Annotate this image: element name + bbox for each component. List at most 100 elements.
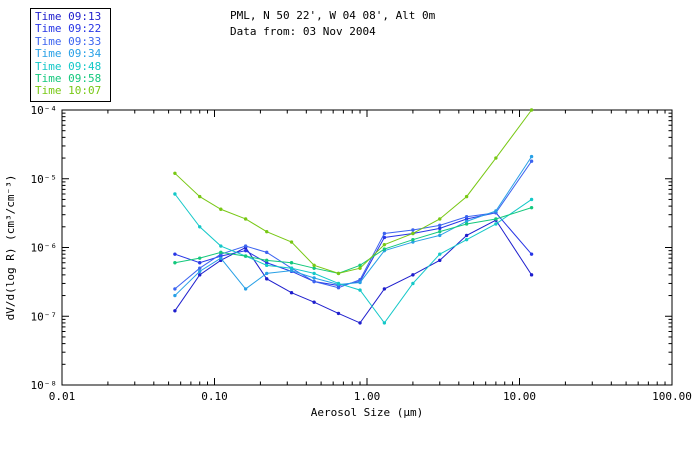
data-point bbox=[198, 266, 202, 270]
x-axis-label: Aerosol Size (μm) bbox=[311, 406, 424, 419]
data-point bbox=[411, 228, 415, 232]
data-point bbox=[358, 263, 362, 268]
data-point bbox=[494, 209, 498, 213]
y-tick-label: 10⁻⁶ bbox=[31, 242, 58, 255]
data-point bbox=[265, 271, 269, 276]
data-point bbox=[289, 261, 294, 265]
data-point bbox=[438, 252, 442, 256]
data-point bbox=[219, 244, 223, 248]
data-point bbox=[312, 266, 316, 270]
legend-item: Time 09:33 bbox=[35, 34, 102, 48]
series-line bbox=[174, 193, 532, 324]
data-point bbox=[382, 235, 387, 240]
data-point bbox=[464, 219, 469, 224]
data-point bbox=[173, 252, 177, 256]
x-tick-label: 0.01 bbox=[49, 390, 76, 403]
data-point bbox=[289, 291, 294, 295]
data-point bbox=[243, 244, 248, 248]
data-point bbox=[438, 258, 442, 263]
legend-item: Time 09:22 bbox=[35, 22, 102, 36]
legend: Time 09:13 Time 09:22 Time 09:33 Time 09:34… bbox=[30, 8, 112, 102]
data-point bbox=[529, 154, 534, 159]
data-point bbox=[464, 194, 469, 199]
data-point bbox=[438, 229, 442, 234]
data-point bbox=[382, 247, 387, 251]
data-point bbox=[529, 205, 534, 210]
data-point bbox=[198, 225, 202, 229]
data-point bbox=[358, 280, 362, 285]
data-point bbox=[219, 256, 223, 260]
y-axis-label: dV/d(log R) (cm³/cm⁻³) bbox=[4, 175, 17, 321]
data-point bbox=[243, 248, 248, 253]
data-point bbox=[529, 159, 534, 163]
data-point bbox=[438, 226, 442, 231]
data-point bbox=[243, 287, 248, 291]
data-point bbox=[464, 237, 469, 242]
data-point bbox=[529, 273, 534, 277]
legend-item: Time 09:34 bbox=[35, 47, 102, 61]
data-point bbox=[198, 261, 202, 265]
data-point bbox=[438, 223, 442, 228]
data-point bbox=[494, 217, 498, 221]
y-tick-label: 10⁻⁸ bbox=[31, 379, 58, 392]
data-point bbox=[289, 240, 294, 244]
data-point bbox=[382, 242, 387, 247]
series-line bbox=[174, 219, 532, 324]
title-block: PML, N 50 22', W 04 08', Alt 0m Data fro… bbox=[230, 8, 435, 40]
data-point bbox=[265, 229, 269, 234]
plot-subtitle: Data from: 03 Nov 2004 bbox=[230, 25, 376, 38]
data-point bbox=[411, 273, 415, 277]
data-point bbox=[411, 240, 415, 244]
data-point bbox=[173, 192, 177, 196]
data-point bbox=[494, 222, 498, 226]
legend-item: Time 09:48 bbox=[35, 59, 102, 73]
data-point bbox=[312, 276, 316, 280]
data-point bbox=[382, 287, 387, 291]
x-tick-label: 100.00 bbox=[652, 390, 692, 403]
data-point bbox=[464, 215, 469, 219]
data-point bbox=[382, 321, 387, 325]
y-tick-label: 10⁻⁵ bbox=[31, 173, 58, 186]
data-point bbox=[438, 217, 442, 221]
x-tick-label: 0.10 bbox=[201, 390, 228, 403]
data-point bbox=[312, 279, 316, 284]
data-point bbox=[219, 250, 223, 255]
data-point bbox=[243, 217, 248, 221]
legend-item: Time 09:58 bbox=[35, 72, 102, 86]
data-point bbox=[265, 277, 269, 281]
data-point bbox=[411, 281, 415, 286]
series-line bbox=[174, 156, 532, 296]
data-point bbox=[198, 269, 202, 274]
data-point bbox=[198, 256, 202, 260]
x-tick-label: 10.00 bbox=[503, 390, 536, 403]
data-point bbox=[464, 222, 469, 226]
data-point bbox=[198, 194, 202, 199]
data-point bbox=[265, 261, 269, 265]
data-point bbox=[173, 309, 177, 313]
data-point bbox=[312, 271, 316, 276]
data-point bbox=[411, 237, 415, 242]
data-point bbox=[173, 261, 177, 265]
data-point bbox=[358, 321, 362, 325]
data-point bbox=[336, 271, 341, 276]
data-point bbox=[411, 231, 415, 236]
data-point bbox=[289, 268, 294, 273]
data-point bbox=[173, 293, 177, 298]
data-point bbox=[464, 233, 469, 238]
plot-frame bbox=[61, 109, 673, 386]
data-point bbox=[336, 281, 341, 286]
data-point bbox=[219, 207, 223, 211]
data-point bbox=[243, 254, 248, 258]
data-point bbox=[312, 300, 316, 304]
data-point bbox=[265, 263, 269, 268]
data-point bbox=[438, 233, 442, 238]
data-point bbox=[265, 258, 269, 263]
data-point bbox=[529, 108, 534, 112]
plot-title: PML, N 50 22', W 04 08', Alt 0m bbox=[230, 9, 436, 22]
data-point bbox=[529, 197, 534, 202]
data-point bbox=[289, 266, 294, 270]
data-point bbox=[265, 250, 269, 255]
data-point bbox=[358, 266, 362, 270]
data-point bbox=[529, 252, 534, 256]
